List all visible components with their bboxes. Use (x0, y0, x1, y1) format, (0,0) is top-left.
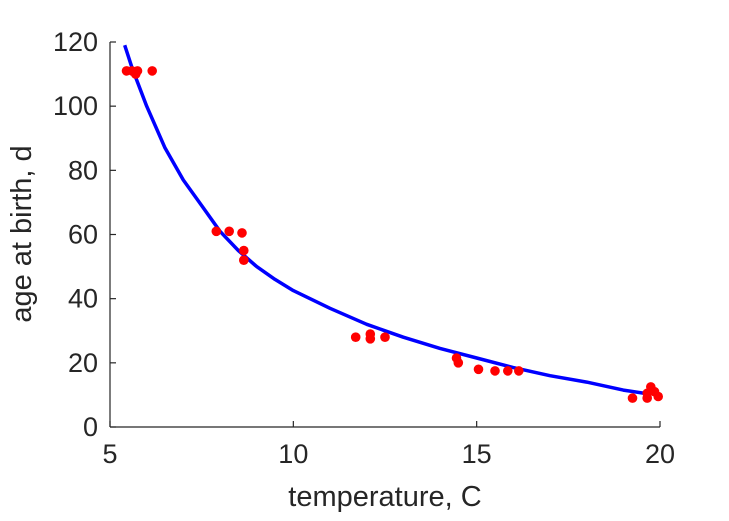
plot-area (121, 44, 663, 403)
y-axis-ticks: 0 20 40 60 80 100 120 (53, 27, 116, 442)
x-tick-label: 15 (462, 439, 492, 469)
data-point (147, 66, 157, 76)
x-tick-label: 10 (278, 439, 308, 469)
data-point (503, 366, 513, 376)
y-tick-label: 120 (53, 27, 98, 57)
y-axis-title: age at birth, d (6, 145, 38, 322)
data-point (453, 358, 464, 368)
data-point (514, 366, 524, 376)
y-tick-label: 100 (53, 91, 98, 121)
y-tick-label: 0 (83, 412, 98, 442)
y-tick-label: 60 (68, 220, 98, 250)
x-tick-label: 5 (102, 439, 117, 469)
y-tick-label: 40 (68, 284, 98, 314)
data-point (237, 228, 247, 238)
data-points-layer (121, 66, 663, 403)
data-point (490, 366, 500, 376)
data-point (224, 226, 234, 237)
x-tick-label: 20 (645, 439, 675, 469)
data-point (627, 393, 638, 403)
x-axis-title: temperature, C (288, 481, 481, 513)
data-point (132, 66, 143, 76)
data-point (365, 334, 376, 344)
fit-curve-line (123, 44, 650, 396)
data-point (473, 364, 484, 375)
data-point (239, 245, 249, 256)
data-point (350, 332, 361, 343)
y-tick-label: 20 (68, 348, 98, 378)
data-point (380, 332, 390, 343)
x-axis-ticks: 5 10 15 20 (102, 421, 675, 469)
data-point (653, 391, 663, 402)
data-point (211, 226, 222, 237)
fit-curve-layer (123, 44, 650, 396)
data-point (239, 255, 249, 265)
y-tick-label: 80 (68, 155, 98, 185)
